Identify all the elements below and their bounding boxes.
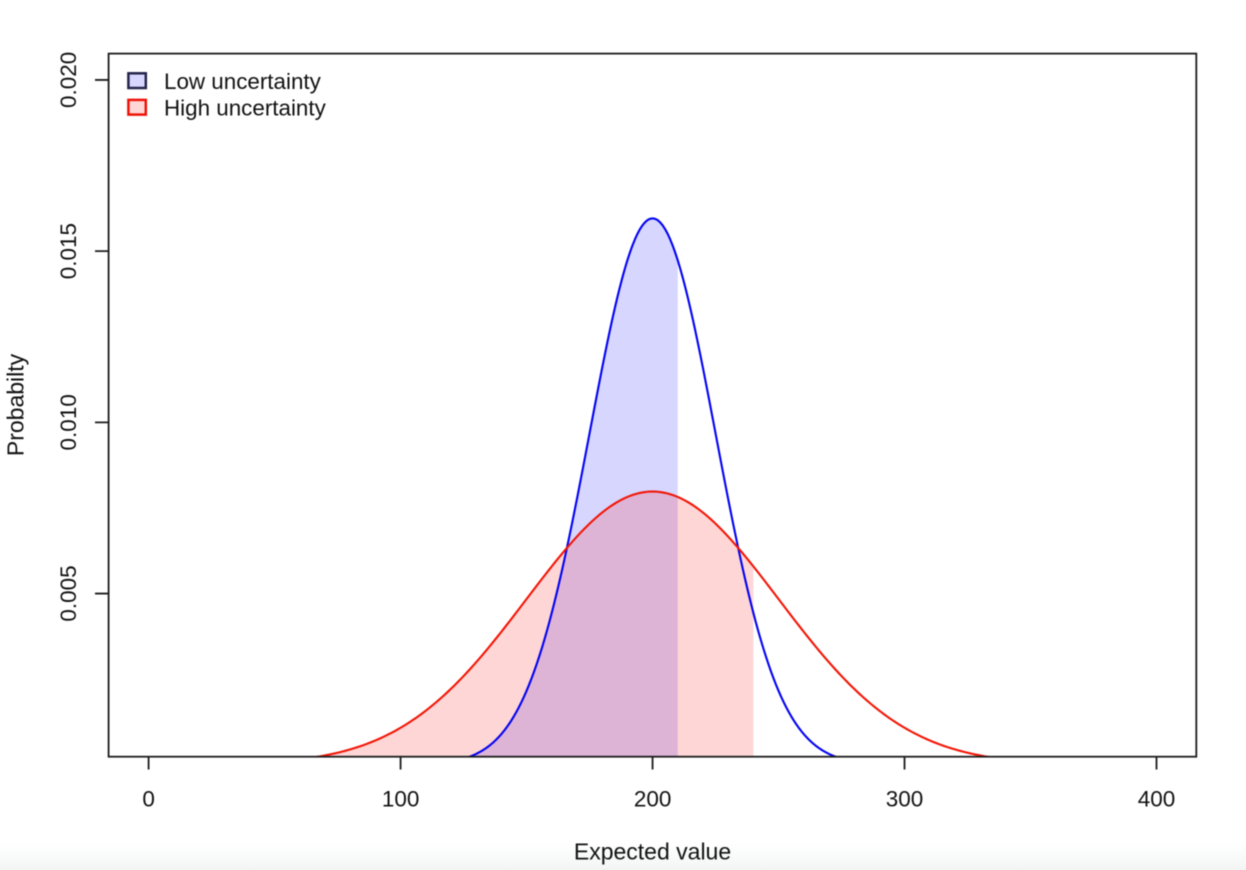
svg-text:Probabilty: Probabilty — [3, 353, 29, 456]
svg-text:0.010: 0.010 — [56, 394, 81, 450]
svg-text:0: 0 — [142, 787, 155, 812]
svg-text:0.005: 0.005 — [56, 565, 81, 621]
svg-text:Expected value: Expected value — [574, 839, 731, 865]
svg-text:100: 100 — [382, 787, 420, 812]
svg-text:Low uncertainty: Low uncertainty — [164, 69, 322, 94]
svg-text:300: 300 — [886, 787, 924, 812]
svg-text:High uncertainty: High uncertainty — [164, 96, 327, 121]
svg-text:400: 400 — [1138, 787, 1176, 812]
svg-text:0.015: 0.015 — [56, 223, 81, 279]
svg-text:0.020: 0.020 — [56, 52, 81, 108]
svg-text:200: 200 — [634, 787, 672, 812]
